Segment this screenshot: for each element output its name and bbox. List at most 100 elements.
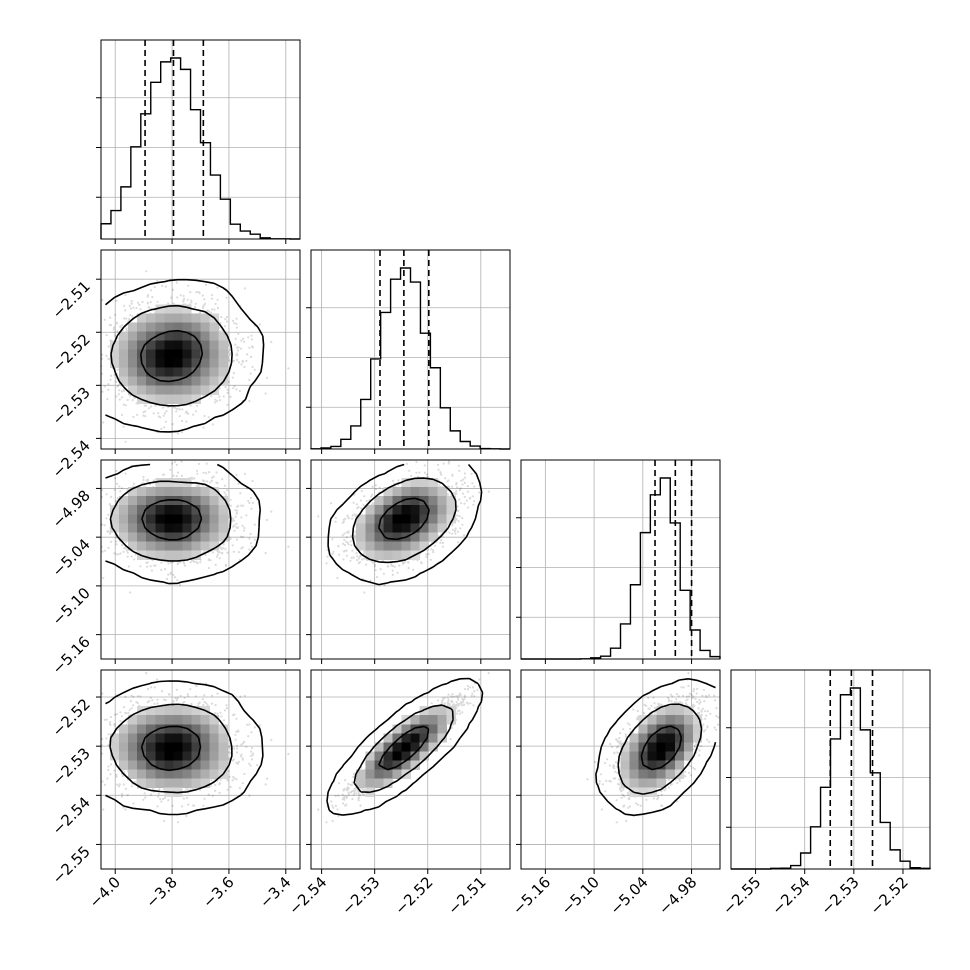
- scatter-point: [167, 302, 170, 305]
- density-cell: [209, 331, 219, 341]
- scatter-point: [122, 304, 126, 307]
- scatter-point: [153, 286, 156, 289]
- scatter-point: [241, 524, 244, 528]
- scatter-point: [109, 540, 112, 544]
- histogram-param-3: [731, 687, 931, 870]
- density-cell: [155, 367, 165, 377]
- scatter-point: [239, 492, 242, 495]
- panel-frame: [100, 39, 301, 240]
- scatter-point: [216, 286, 219, 289]
- scatter-point: [253, 538, 256, 541]
- scatter-point: [113, 334, 116, 337]
- scatter-point: [169, 561, 172, 564]
- scatter-point: [112, 328, 115, 331]
- scatter-point: [142, 414, 145, 417]
- scatter-point: [250, 345, 254, 348]
- density-cell: [191, 385, 201, 395]
- scatter-point: [173, 460, 176, 464]
- density-cell: [164, 394, 174, 404]
- scatter-point: [243, 472, 246, 475]
- scatter-point: [182, 294, 185, 297]
- density-cell: [218, 358, 228, 368]
- scatter-point: [225, 296, 228, 299]
- scatter-point: [146, 295, 149, 298]
- scatter-point: [150, 289, 153, 292]
- scatter-point: [134, 553, 137, 556]
- density-cell: [164, 349, 174, 359]
- scatter-point: [251, 346, 255, 349]
- scatter-point: [242, 337, 245, 340]
- scatter-point: [145, 270, 148, 273]
- density-cell: [173, 313, 183, 323]
- density-cell: [155, 394, 165, 404]
- scatter-point: [227, 380, 230, 383]
- scatter-point: [193, 477, 196, 480]
- scatter-point: [208, 558, 211, 561]
- scatter-point: [226, 391, 229, 394]
- scatter-point: [125, 327, 128, 330]
- scatter-point: [164, 568, 167, 571]
- scatter-point: [101, 390, 104, 393]
- density-cell: [128, 385, 138, 395]
- scatter-point: [218, 395, 221, 398]
- scatter-point: [118, 398, 121, 401]
- scatter-point: [175, 475, 178, 478]
- density-cell: [128, 376, 138, 386]
- scatter-point: [243, 526, 246, 530]
- scatter-point: [214, 302, 217, 305]
- scatter-point: [121, 396, 124, 399]
- scatter-point: [228, 353, 232, 356]
- scatter-point: [241, 359, 244, 362]
- density-cell: [182, 340, 192, 350]
- scatter-point: [144, 415, 147, 418]
- scatter-point: [210, 297, 214, 300]
- scatter-point: [189, 404, 192, 407]
- scatter-point: [113, 326, 116, 329]
- scatter-point: [233, 529, 236, 532]
- scatter-point: [243, 365, 246, 369]
- density-cell: [173, 367, 183, 377]
- scatter-point: [249, 532, 252, 536]
- density-cell: [200, 367, 210, 377]
- histogram-param-2: [521, 477, 721, 660]
- scatter-point: [250, 338, 254, 341]
- scatter-point: [124, 309, 127, 312]
- density-cell: [182, 313, 192, 323]
- scatter-point: [180, 474, 183, 477]
- scatter-point: [107, 513, 110, 517]
- density-cell: [191, 322, 201, 332]
- scatter-point: [175, 281, 178, 284]
- scatter-point: [110, 495, 113, 498]
- scatter-point: [163, 426, 166, 429]
- scatter-point: [102, 576, 105, 580]
- density-cell: [173, 394, 183, 404]
- scatter-point: [143, 404, 146, 407]
- scatter-point: [142, 411, 145, 414]
- scatter-point: [250, 355, 253, 358]
- scatter-point: [227, 359, 230, 362]
- density-cell: [191, 313, 201, 323]
- scatter-point: [131, 315, 134, 318]
- scatter-point: [196, 404, 199, 407]
- scatter-point: [287, 545, 290, 548]
- scatter-point: [243, 287, 246, 290]
- scatter-point: [235, 538, 239, 541]
- scatter-point: [175, 410, 178, 413]
- scatter-point: [241, 360, 244, 364]
- scatter-point: [248, 399, 251, 403]
- scatter-point: [189, 291, 192, 294]
- density-cell: [182, 385, 192, 395]
- scatter-point: [120, 390, 124, 393]
- scatter-point: [102, 421, 105, 424]
- density-cell: [200, 385, 210, 395]
- scatter-point: [115, 380, 118, 383]
- density-cell: [155, 385, 165, 395]
- density-cell: [218, 331, 228, 341]
- density-cell: [191, 349, 201, 359]
- scatter-point: [133, 396, 136, 399]
- scatter-point: [160, 427, 163, 430]
- scatter-point: [126, 398, 129, 402]
- scatter-point: [253, 368, 256, 371]
- scatter-point: [122, 389, 126, 392]
- scatter-point: [202, 304, 205, 307]
